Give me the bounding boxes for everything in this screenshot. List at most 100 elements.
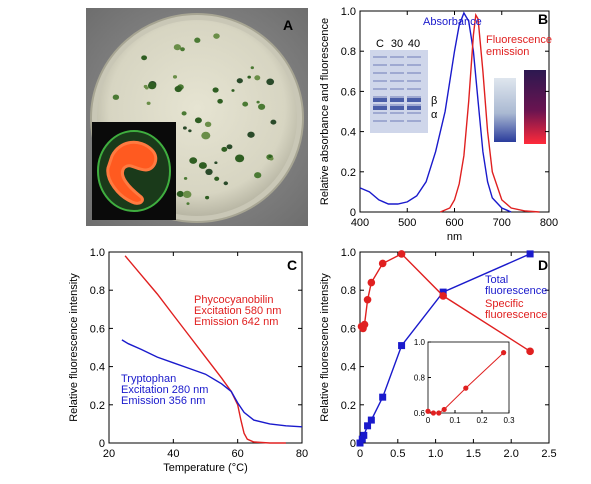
colony — [214, 161, 218, 165]
inset-x-tick-label: 0 — [426, 416, 431, 425]
series-label-phycocyanobilin: Emission 642 nm — [194, 316, 278, 328]
gel-band — [390, 112, 404, 114]
colony — [181, 111, 187, 116]
gel-band-alpha — [373, 106, 387, 110]
x-tick-label: 800 — [540, 217, 558, 229]
colony — [235, 154, 245, 163]
x-tick-label: 600 — [445, 217, 463, 229]
series-label-specific: fluorescence — [485, 309, 547, 321]
panel-letter-a: A — [283, 17, 293, 33]
colony — [268, 154, 272, 159]
gel-band — [390, 88, 404, 90]
inset-frame — [427, 341, 510, 414]
cuvette-photo-light — [494, 78, 516, 142]
gel-band-label-alpha: α — [431, 109, 438, 121]
gel-band — [407, 112, 421, 114]
x-tick-label: 0.5 — [390, 448, 405, 460]
gel-band — [407, 72, 421, 74]
panel-letter-c: C — [287, 257, 297, 273]
y-tick-label: 0.4 — [341, 127, 356, 139]
series-label-phycocyanobilin: Phycocyanobilin — [194, 294, 274, 306]
colony — [205, 195, 210, 200]
gel-band — [373, 104, 387, 106]
inset-data-point — [430, 410, 436, 416]
gel-lane-label: 40 — [408, 38, 420, 50]
series-label-fluorescence: Fluorescence — [486, 34, 552, 46]
x-tick-label: 700 — [493, 217, 511, 229]
data-point-specific — [367, 278, 376, 287]
series-label-absorbance: Absorbance — [423, 16, 482, 28]
data-point-specific — [526, 347, 534, 356]
data-point-specific — [363, 295, 372, 304]
panel-c: 20 40 60 80 0 0.2 0.4 0.6 0.8 1.0 Temperature (°C)… — [68, 247, 308, 474]
colony — [213, 33, 220, 39]
x-tick-label: 1.5 — [466, 448, 481, 460]
gel-image: C 30 40 βα — [370, 38, 438, 133]
data-point-total — [358, 435, 366, 443]
y-tick-label: 0.2 — [341, 400, 356, 412]
colony — [217, 98, 223, 104]
colony — [247, 131, 255, 138]
colony — [198, 162, 207, 169]
data-point-total — [439, 288, 447, 296]
colony — [204, 121, 212, 128]
gel-lanes: C 30 40 βα — [373, 38, 438, 122]
series-label-tryptophan: Tryptophan — [121, 373, 176, 385]
colony — [226, 144, 233, 150]
series-label-specific: Specific — [485, 298, 524, 310]
y-tick-label: 0.6 — [341, 86, 356, 98]
y-tick-label: 0.2 — [341, 167, 356, 179]
colony — [147, 82, 157, 90]
y-tick-label: 0.8 — [341, 46, 356, 58]
data-point-specific — [360, 320, 369, 329]
colony — [236, 78, 243, 84]
colony — [141, 55, 148, 61]
gel-band — [390, 64, 404, 66]
inset-data-point — [441, 406, 447, 413]
gel-background — [370, 50, 428, 133]
colony — [143, 84, 148, 89]
x-tick-label: 0 — [357, 448, 363, 460]
data-point-total — [364, 422, 372, 430]
gel-band-beta — [407, 98, 421, 102]
y-tick-label: 0.4 — [341, 362, 356, 374]
colony — [242, 101, 249, 107]
gel-lane-label: 30 — [391, 38, 403, 50]
y-tick-label: 0 — [350, 438, 356, 450]
series-label-total: Total — [485, 274, 508, 286]
colony — [212, 87, 219, 93]
inset-data-point — [436, 410, 442, 416]
colony — [205, 168, 213, 176]
colony — [214, 176, 220, 181]
series-label-total: fluorescence — [485, 285, 547, 297]
tryptophan-line — [121, 339, 303, 428]
colony — [247, 75, 251, 79]
gel-band — [373, 120, 387, 122]
colony — [182, 126, 187, 130]
x-tick-label: 500 — [398, 217, 416, 229]
inset-y-tick-label: 0.8 — [414, 374, 426, 383]
panel-b: C 30 40 βα 400 500 600 700 800 0 0.2 0.4 0.6 0.8 1.0 n… — [319, 6, 558, 243]
gel-band — [390, 96, 404, 98]
gel-band-alpha — [390, 106, 404, 110]
x-axis-label: Temperature (°C) — [163, 462, 247, 474]
x-tick-label: 60 — [232, 448, 244, 460]
data-point-total — [379, 393, 387, 401]
chart-d: 0 0.5 1.0 1.5 2.0 2.5 0 0.2 0.4 0.6 0.8 1.0 Relative… — [319, 247, 557, 460]
data-point-specific — [439, 292, 447, 300]
y-tick-label: 0 — [350, 207, 356, 219]
data-point-total — [356, 439, 364, 447]
y-axis-label: Relative fluorescence intensity — [68, 273, 80, 422]
gel-band — [373, 72, 387, 74]
gel-band — [373, 88, 387, 90]
series-label-tryptophan: Excitation 280 nm — [121, 384, 208, 396]
colony — [194, 37, 201, 43]
gel-band — [407, 80, 421, 82]
y-tick-label: 0.6 — [90, 323, 105, 335]
inset-data-point — [501, 350, 507, 356]
series-label-tryptophan: Emission 356 nm — [121, 395, 205, 407]
colony — [176, 190, 184, 198]
chart-c: 20 40 60 80 0 0.2 0.4 0.6 0.8 1.0 Temperature (°C)… — [68, 247, 308, 474]
colony — [146, 101, 151, 105]
plot-frame — [108, 251, 303, 444]
